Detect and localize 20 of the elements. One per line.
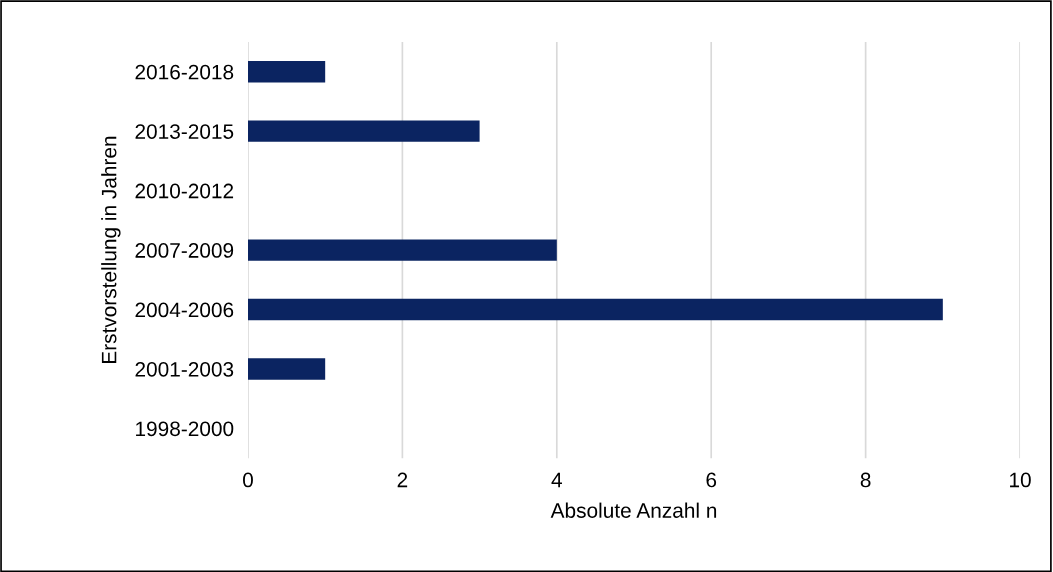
y-tick-label: 2010-2012	[135, 183, 234, 199]
y-axis-title: Erstvorstellung in Jahren	[101, 136, 121, 363]
x-tick-label: 8	[860, 472, 871, 488]
x-tick-label: 10	[1010, 472, 1031, 488]
x-tick-label: 0	[243, 472, 253, 488]
x-tick-label: 4	[551, 472, 562, 488]
y-tick-label: 1998-2000	[136, 421, 234, 437]
y-tick-label: 2013-2015	[135, 124, 234, 139]
x-tick-label: 6	[706, 472, 717, 488]
x-tick-label: 2	[397, 472, 408, 488]
bar	[247, 298, 943, 321]
y-tick-label: 2001-2003	[135, 361, 234, 377]
y-tick-label: 2004-2006	[135, 302, 234, 318]
bar	[247, 358, 326, 380]
x-axis-title: Absolute Anzahl n	[550, 502, 717, 518]
y-tick-label: 2007-2009	[135, 243, 234, 258]
bar	[247, 239, 557, 261]
y-tick-label: 2016-2018	[135, 64, 234, 80]
bar	[247, 120, 480, 142]
bar	[247, 61, 326, 83]
